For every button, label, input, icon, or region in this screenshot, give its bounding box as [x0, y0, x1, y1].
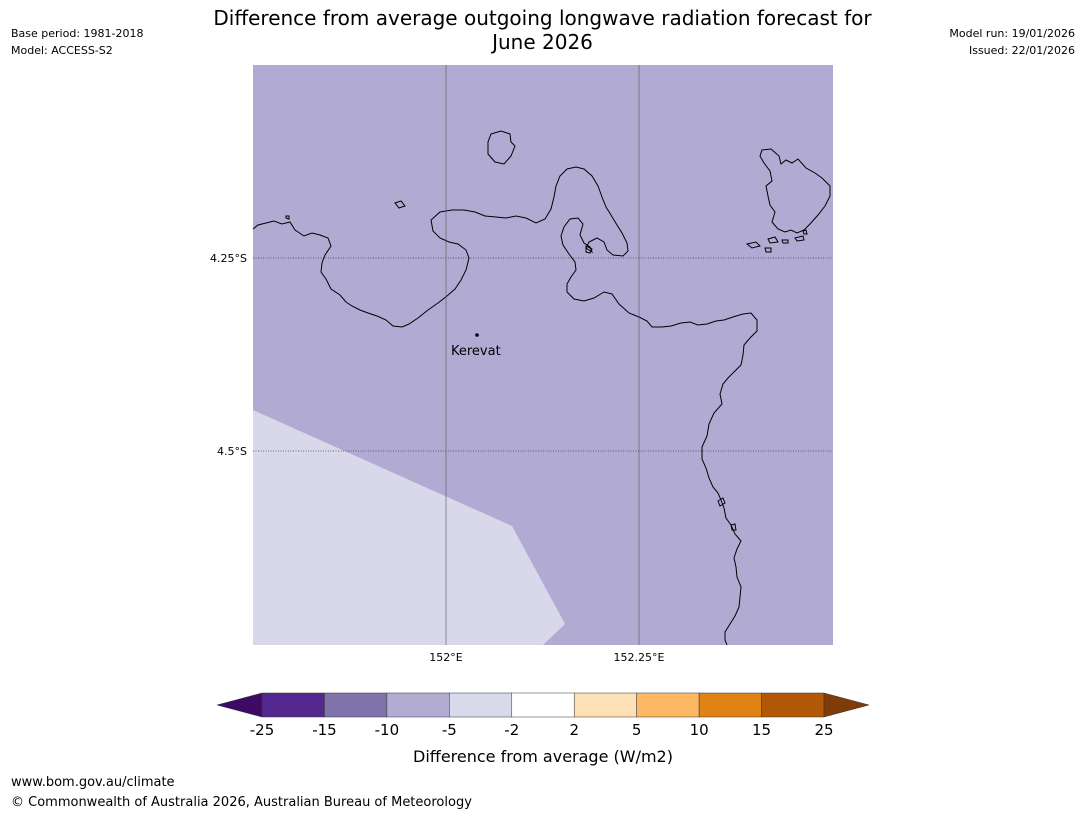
kerevat-label: Kerevat [451, 344, 501, 359]
colorbar-tick-label: 25 [814, 721, 833, 739]
colorbar-segment [261, 692, 325, 718]
model-text: Model: ACCESS-S2 [11, 44, 113, 57]
island-north-small [487, 130, 516, 165]
islet-10 [717, 497, 726, 507]
graticule [253, 65, 833, 645]
colorbar-segment [511, 692, 575, 718]
islet-5 [767, 236, 779, 244]
colorbar-tick-label: 10 [690, 721, 709, 739]
colorbar-segment [636, 692, 700, 718]
colorbar-label: Difference from average (W/m2) [413, 747, 673, 766]
issued-text: Issued: 22/01/2026 [968, 44, 1075, 57]
page-title: Difference from average outgoing longwav… [180, 6, 905, 54]
islet-3 [585, 245, 593, 254]
islet-6 [781, 239, 789, 244]
colorbar-segment [324, 692, 388, 718]
colorbar-tick-label: -5 [442, 721, 457, 739]
colorbar-extend-high [823, 692, 870, 718]
islet-2 [285, 215, 290, 220]
colorbar-segment [386, 692, 450, 718]
lat-label-4-5: 4.5°S [217, 445, 247, 458]
base-period-text: Base period: 1981-2018 [11, 27, 144, 40]
lat-label-4-25: 4.25°S [210, 252, 247, 265]
colorbar-extend-low [216, 692, 263, 718]
model-run-text: Model run: 19/01/2026 [949, 27, 1075, 40]
kerevat-marker [475, 333, 479, 337]
islet-1 [394, 200, 406, 209]
island-northeast [759, 148, 831, 234]
colorbar-tick-label: -25 [250, 721, 275, 739]
colorbar-tick-label: 5 [632, 721, 642, 739]
islet-8 [794, 235, 805, 242]
colorbar-tick-label: 2 [569, 721, 579, 739]
title-line-1: Difference from average outgoing longwav… [213, 6, 872, 30]
lon-label-152: 152°E [429, 651, 462, 664]
colorbar: -25 -15 -10 -5 -2 2 5 10 15 25 [216, 692, 870, 739]
colorbar-tick-label: -2 [504, 721, 519, 739]
colorbar-tick-label: 15 [752, 721, 771, 739]
colorbar-segment [573, 692, 637, 718]
title-line-2: June 2026 [492, 30, 593, 54]
islet-7 [764, 247, 772, 253]
footer-copyright: © Commonwealth of Australia 2026, Austra… [11, 795, 472, 810]
colorbar-segment [698, 692, 762, 718]
colorbar-tick-label: -15 [312, 721, 337, 739]
colorbar-segment [449, 692, 513, 718]
footer-url: www.bom.gov.au/climate [11, 775, 175, 790]
islet-9 [802, 229, 808, 235]
colorbar-tick-label: -10 [375, 721, 400, 739]
coastline-main-west [252, 166, 758, 646]
islet-11 [730, 523, 737, 531]
light-anomaly-region [253, 410, 565, 645]
colorbar-segment [761, 692, 825, 718]
coastlines [252, 130, 831, 646]
lon-label-152-25: 152.25°E [614, 651, 665, 664]
islet-4 [745, 241, 761, 249]
